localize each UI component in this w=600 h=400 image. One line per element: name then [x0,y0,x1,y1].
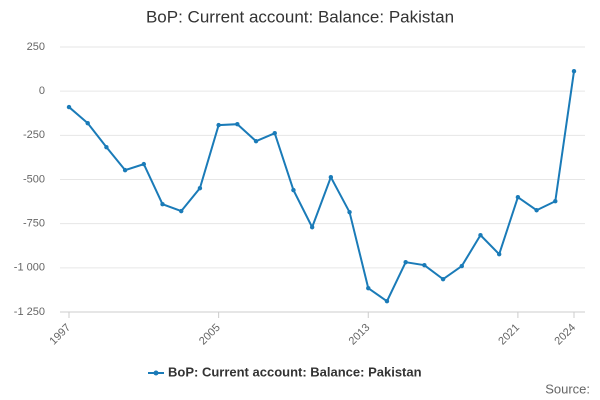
point [384,299,390,304]
point [496,252,502,257]
y-tick-label: 250 [27,41,45,53]
point [440,276,446,282]
point [403,259,408,265]
y-tick-label: -500 [23,173,45,185]
point [347,209,352,215]
x-tick-label: 1997 [47,322,73,348]
point [253,138,259,144]
point [571,69,577,74]
point [179,208,184,214]
point [478,232,483,238]
legend-label: BoP: Current account: Balance: Pakistan [168,364,422,379]
point [235,122,240,127]
chart-title: BoP: Current account: Balance: Pakistan [146,7,454,26]
x-tick-label: 2024 [552,322,578,348]
point [141,161,147,167]
point [85,120,90,126]
point [309,225,315,230]
point [160,202,165,207]
series-line [68,71,575,303]
point [553,199,558,204]
y-tick-label: -1 250 [14,306,45,318]
y-tick-label: 0 [39,85,45,97]
point [328,175,334,180]
x-tick-label: 2013 [347,322,373,348]
point [216,122,221,128]
point [272,131,277,136]
point [459,263,464,269]
point [534,208,539,213]
point [422,262,427,268]
point [197,185,203,191]
y-tick-label: -750 [23,218,45,230]
point [291,187,296,193]
point [366,285,371,291]
x-tick-label: 2021 [496,322,522,348]
y-tick-label: -1 000 [14,262,45,274]
point [66,104,72,110]
legend-swatch-dot [153,370,159,376]
point [122,167,128,173]
x-tick-label: 2005 [197,322,223,348]
point [104,144,109,150]
y-tick-label: -250 [23,129,45,141]
point [515,194,521,200]
source: Source: [545,381,590,396]
